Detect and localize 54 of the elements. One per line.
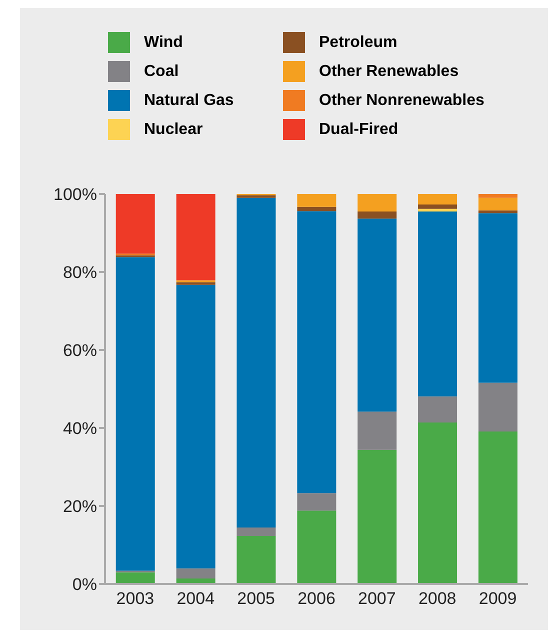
bar <box>236 198 276 528</box>
bar <box>478 194 518 198</box>
bar <box>418 208 458 212</box>
bar <box>478 210 518 214</box>
bar <box>297 211 336 494</box>
bar <box>116 257 155 571</box>
legend-label: Dual-Fired <box>319 120 398 138</box>
x-tick-label: 2008 <box>418 589 456 608</box>
y-tick-label: 60% <box>62 341 97 360</box>
y-tick-label: 80% <box>62 263 97 282</box>
x-tick-label: 2003 <box>116 589 154 608</box>
bar <box>358 412 397 450</box>
bar <box>236 527 276 536</box>
bar <box>297 510 336 584</box>
bar <box>478 432 518 584</box>
bar <box>418 204 458 209</box>
bar <box>116 194 155 254</box>
bar <box>418 422 458 584</box>
bar <box>418 212 458 396</box>
y-tick-label: 100% <box>54 185 97 204</box>
bar <box>478 382 518 432</box>
legend-label: Other Renewables <box>319 62 459 80</box>
bar <box>116 572 155 584</box>
x-tick-label: 2007 <box>358 589 396 608</box>
bar <box>478 198 518 210</box>
bar <box>176 194 216 280</box>
bar <box>358 212 397 219</box>
bar <box>236 195 276 198</box>
bar <box>176 282 216 285</box>
bar <box>236 536 276 584</box>
x-tick-label: 2006 <box>298 589 336 608</box>
bar <box>297 206 336 212</box>
x-tick-label: 2005 <box>237 589 275 608</box>
bar <box>297 194 336 207</box>
bar <box>176 284 216 568</box>
legend-label: Natural Gas <box>144 92 234 110</box>
x-tick-label: 2004 <box>176 589 215 608</box>
bar <box>418 194 458 205</box>
legend-label: Other Nonrenewables <box>319 92 484 110</box>
x-tick-label: 2009 <box>478 589 517 608</box>
bar <box>478 213 518 383</box>
y-tick-label: 40% <box>62 419 97 438</box>
y-tick-label: 20% <box>62 497 97 516</box>
bar <box>297 493 336 511</box>
legend-label: Wind <box>144 34 183 52</box>
bar <box>358 194 397 212</box>
legend-label: Petroleum <box>319 34 398 52</box>
legend-label: Nuclear <box>144 120 203 138</box>
bar <box>358 450 397 584</box>
bar <box>418 396 458 423</box>
bar <box>176 568 216 579</box>
bar <box>358 218 397 412</box>
legend-label: Coal <box>144 62 179 80</box>
y-tick-label: 0% <box>72 575 97 594</box>
